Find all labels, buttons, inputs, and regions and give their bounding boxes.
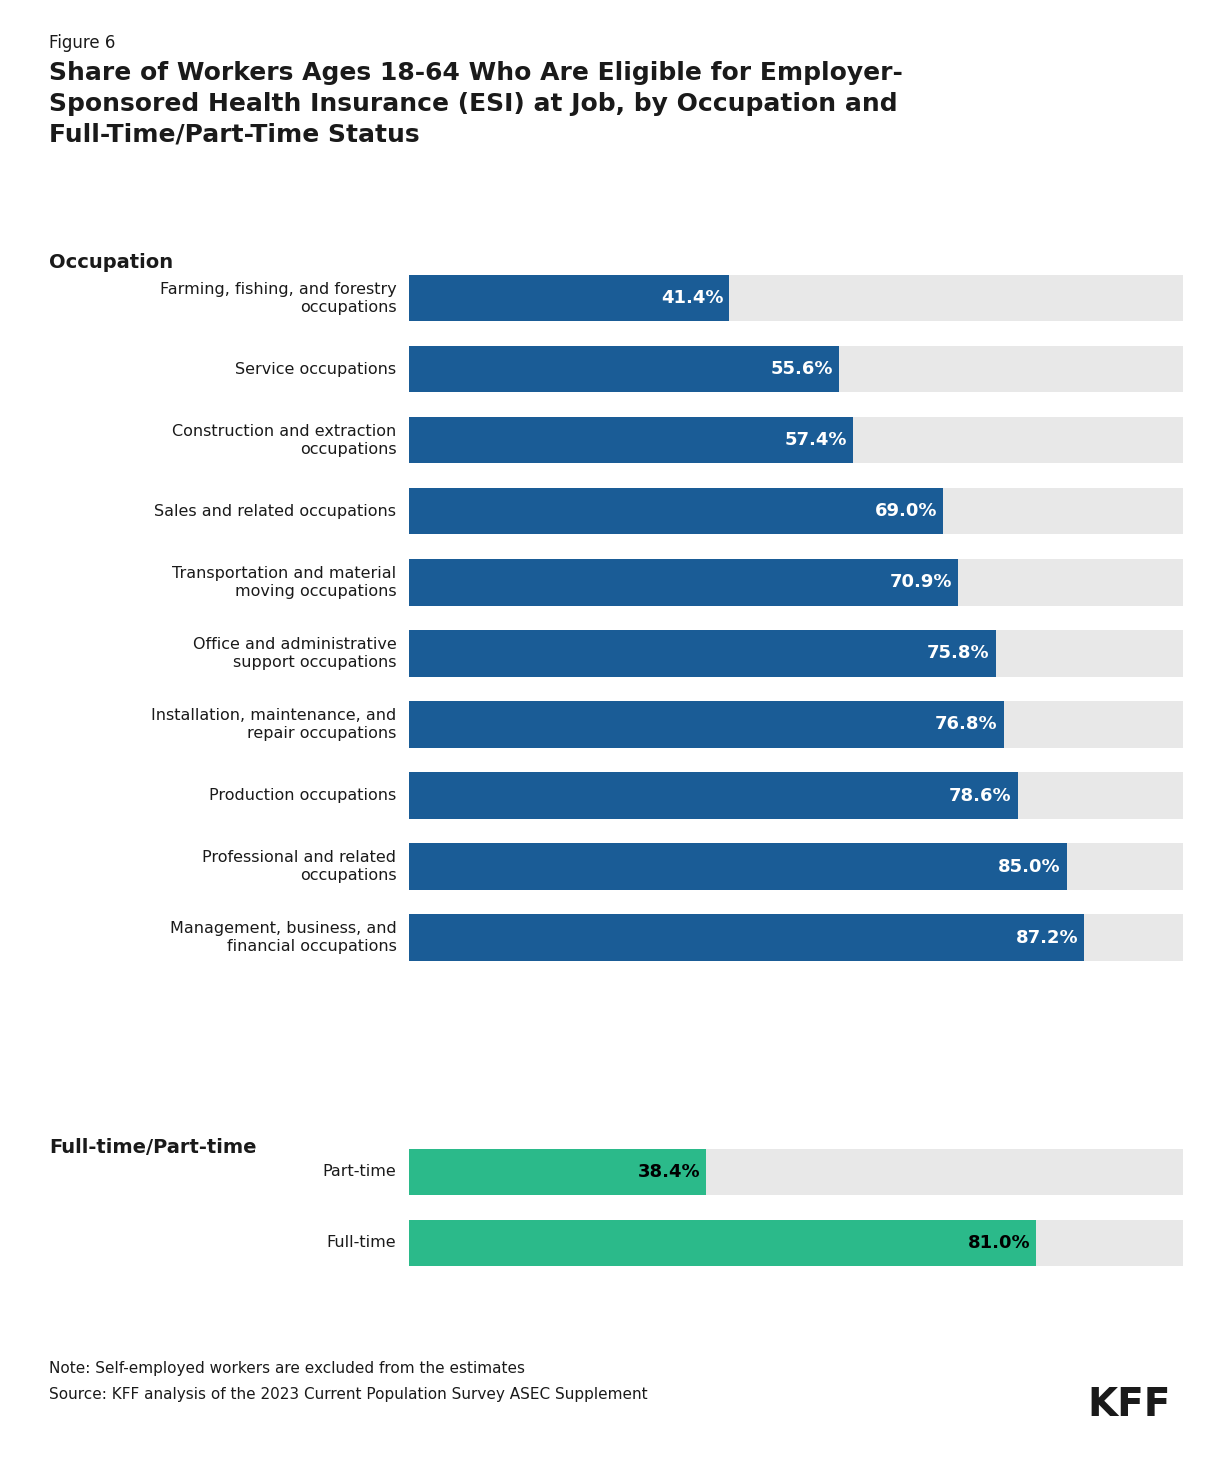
Text: Production occupations: Production occupations [210, 788, 396, 803]
Text: 85.0%: 85.0% [998, 857, 1061, 876]
Bar [409, 559, 958, 606]
Text: 76.8%: 76.8% [935, 715, 998, 733]
Bar [409, 701, 1004, 748]
Bar [409, 488, 1183, 534]
Bar [409, 701, 1183, 748]
Bar [409, 1221, 1183, 1266]
Text: 75.8%: 75.8% [927, 644, 989, 663]
Bar [409, 1221, 1036, 1266]
Text: 69.0%: 69.0% [875, 502, 937, 520]
Text: Occupation: Occupation [49, 254, 173, 273]
Bar [409, 488, 943, 534]
Text: KFF: KFF [1088, 1386, 1171, 1424]
Text: Office and administrative
support occupations: Office and administrative support occupa… [193, 637, 396, 670]
Bar [409, 418, 853, 463]
Text: 81.0%: 81.0% [967, 1234, 1030, 1253]
Bar [409, 844, 1068, 889]
Text: 70.9%: 70.9% [889, 574, 952, 591]
Text: Full-time: Full-time [327, 1235, 396, 1250]
Bar [409, 418, 1183, 463]
Text: Professional and related
occupations: Professional and related occupations [203, 850, 396, 883]
Text: Farming, fishing, and forestry
occupations: Farming, fishing, and forestry occupatio… [160, 282, 396, 314]
Text: Construction and extraction
occupations: Construction and extraction occupations [172, 425, 396, 457]
Text: Share of Workers Ages 18-64 Who Are Eligible for Employer-
Sponsored Health Insu: Share of Workers Ages 18-64 Who Are Elig… [49, 61, 903, 146]
Bar [409, 559, 1183, 606]
Bar [409, 772, 1017, 819]
Text: 57.4%: 57.4% [784, 431, 847, 450]
Bar [409, 631, 1183, 676]
Text: Management, business, and
financial occupations: Management, business, and financial occu… [170, 921, 396, 953]
Text: Installation, maintenance, and
repair occupations: Installation, maintenance, and repair oc… [151, 708, 396, 740]
Text: Note: Self-employed workers are excluded from the estimates: Note: Self-employed workers are excluded… [49, 1361, 525, 1375]
Bar [409, 346, 839, 393]
Bar [409, 276, 730, 321]
Text: Service occupations: Service occupations [235, 362, 396, 377]
Bar [409, 914, 1085, 961]
Text: Transportation and material
moving occupations: Transportation and material moving occup… [172, 566, 396, 599]
Text: 38.4%: 38.4% [637, 1164, 700, 1181]
Text: Sales and related occupations: Sales and related occupations [155, 504, 396, 518]
Bar [409, 914, 1183, 961]
Bar [409, 1149, 1183, 1196]
Bar [409, 1149, 706, 1196]
Bar [409, 844, 1183, 889]
Text: Source: KFF analysis of the 2023 Current Population Survey ASEC Supplement: Source: KFF analysis of the 2023 Current… [49, 1387, 648, 1402]
Bar [409, 631, 996, 676]
Text: Part-time: Part-time [323, 1165, 396, 1180]
Text: 78.6%: 78.6% [949, 787, 1011, 804]
Text: 55.6%: 55.6% [771, 361, 833, 378]
Bar [409, 346, 1183, 393]
Bar [409, 276, 1183, 321]
Bar [409, 772, 1183, 819]
Text: 41.4%: 41.4% [661, 289, 723, 307]
Text: Full-time/Part-time: Full-time/Part-time [49, 1139, 256, 1158]
Text: Figure 6: Figure 6 [49, 34, 115, 51]
Text: 87.2%: 87.2% [1015, 929, 1078, 946]
